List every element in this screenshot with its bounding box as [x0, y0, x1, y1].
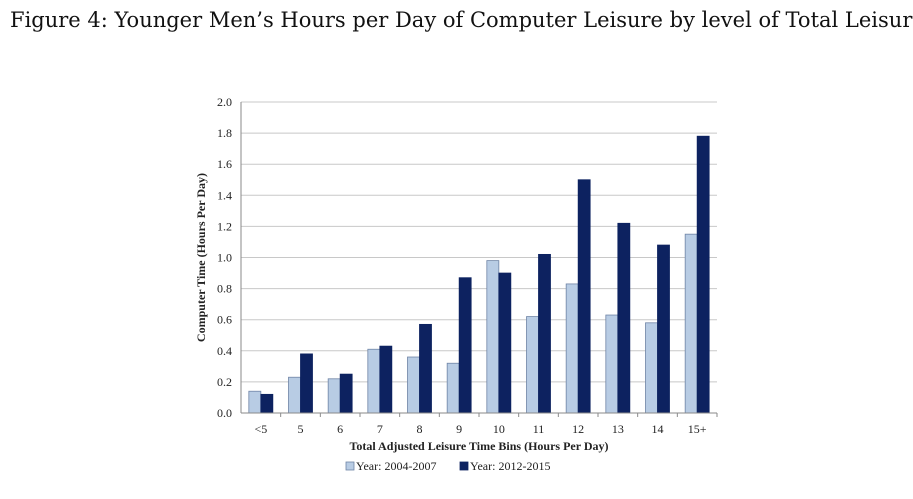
x-tick-label: 5 [298, 422, 304, 436]
x-axis-label: Total Adjusted Leisure Time Bins (Hours … [349, 439, 608, 453]
x-tick-label: <5 [254, 422, 267, 436]
y-tick-label: 1.2 [217, 219, 232, 233]
bar-2004-2007-15+ [684, 233, 698, 414]
bar-2004-2007-14 [645, 322, 658, 414]
x-tick-label: 14 [652, 422, 664, 436]
y-axis-label: Computer Time (Hours Per Day) [194, 173, 208, 342]
bar-2004-2007-7 [367, 348, 381, 414]
tick-labels: 0.0 0.2 0.4 0.6 0.8 1.0 1.2 1.4 1.6 1.8 2.0 <5 5 6 7 8 9… [217, 95, 707, 436]
bar-2012-2015-5 [300, 353, 313, 414]
x-tick-label: 13 [612, 422, 624, 436]
legend-swatch [345, 461, 355, 471]
y-tick-label: 0.4 [217, 344, 232, 358]
legend-label: Year: 2004-2007 [356, 459, 436, 473]
x-tick-label: 12 [572, 422, 584, 436]
x-tick-label: 9 [456, 422, 462, 436]
x-tick-label: 7 [377, 422, 383, 436]
bar-2012-2015-7 [379, 345, 393, 414]
x-tick-label: 11 [533, 422, 545, 436]
bar-2012-2015-8 [419, 323, 432, 414]
bar-2004-2007-6 [327, 378, 341, 414]
bar-2004-2007-9 [446, 362, 460, 414]
axes [240, 102, 718, 417]
y-tick-label: 0.8 [217, 282, 232, 296]
y-tick-label: 1.6 [217, 157, 232, 171]
bar-2004-2007-11 [526, 316, 539, 414]
x-tick-label: 8 [417, 422, 423, 436]
bar-2012-2015-13 [617, 222, 631, 414]
legend-swatch [459, 461, 469, 471]
bar-2004-2007-13 [605, 314, 619, 414]
bar-2012-2015-11 [538, 253, 551, 414]
bar-2012-2015-15+ [696, 135, 710, 414]
y-tick-label: 1.8 [217, 126, 232, 140]
bar-2004-2007-10 [486, 260, 500, 414]
bar-2004-2007-12 [565, 283, 579, 414]
x-tick-label: 6 [337, 422, 343, 436]
bars [248, 135, 710, 414]
x-tick-label: 10 [493, 422, 505, 436]
y-tick-label: 1.4 [217, 188, 232, 202]
y-tick-label: 0.2 [217, 375, 232, 389]
y-tick-label: 2.0 [217, 95, 232, 109]
y-tick-label: 1.0 [217, 251, 232, 265]
bar-2004-2007-8 [407, 356, 420, 414]
y-tick-label: 0.6 [217, 313, 232, 327]
bar-2012-2015-<5 [260, 393, 274, 414]
bar-2012-2015-10 [498, 272, 512, 414]
bar-2012-2015-9 [458, 277, 472, 414]
x-tick-label: 15+ [688, 422, 707, 436]
legend-label: Year: 2012-2015 [470, 459, 550, 473]
y-tick-label: 0.0 [217, 406, 232, 420]
bar-2012-2015-14 [657, 244, 670, 414]
bar-2012-2015-12 [577, 179, 591, 414]
bar-2004-2007-5 [288, 376, 301, 414]
gridlines [241, 101, 717, 383]
figure-title: Figure 4: Younger Men’s Hours per Day of… [10, 8, 913, 32]
legend: Year: 2004-2007 Year: 2012-2015 [345, 459, 550, 473]
bar-2004-2007-<5 [248, 390, 262, 414]
bar-2012-2015-6 [339, 373, 353, 414]
